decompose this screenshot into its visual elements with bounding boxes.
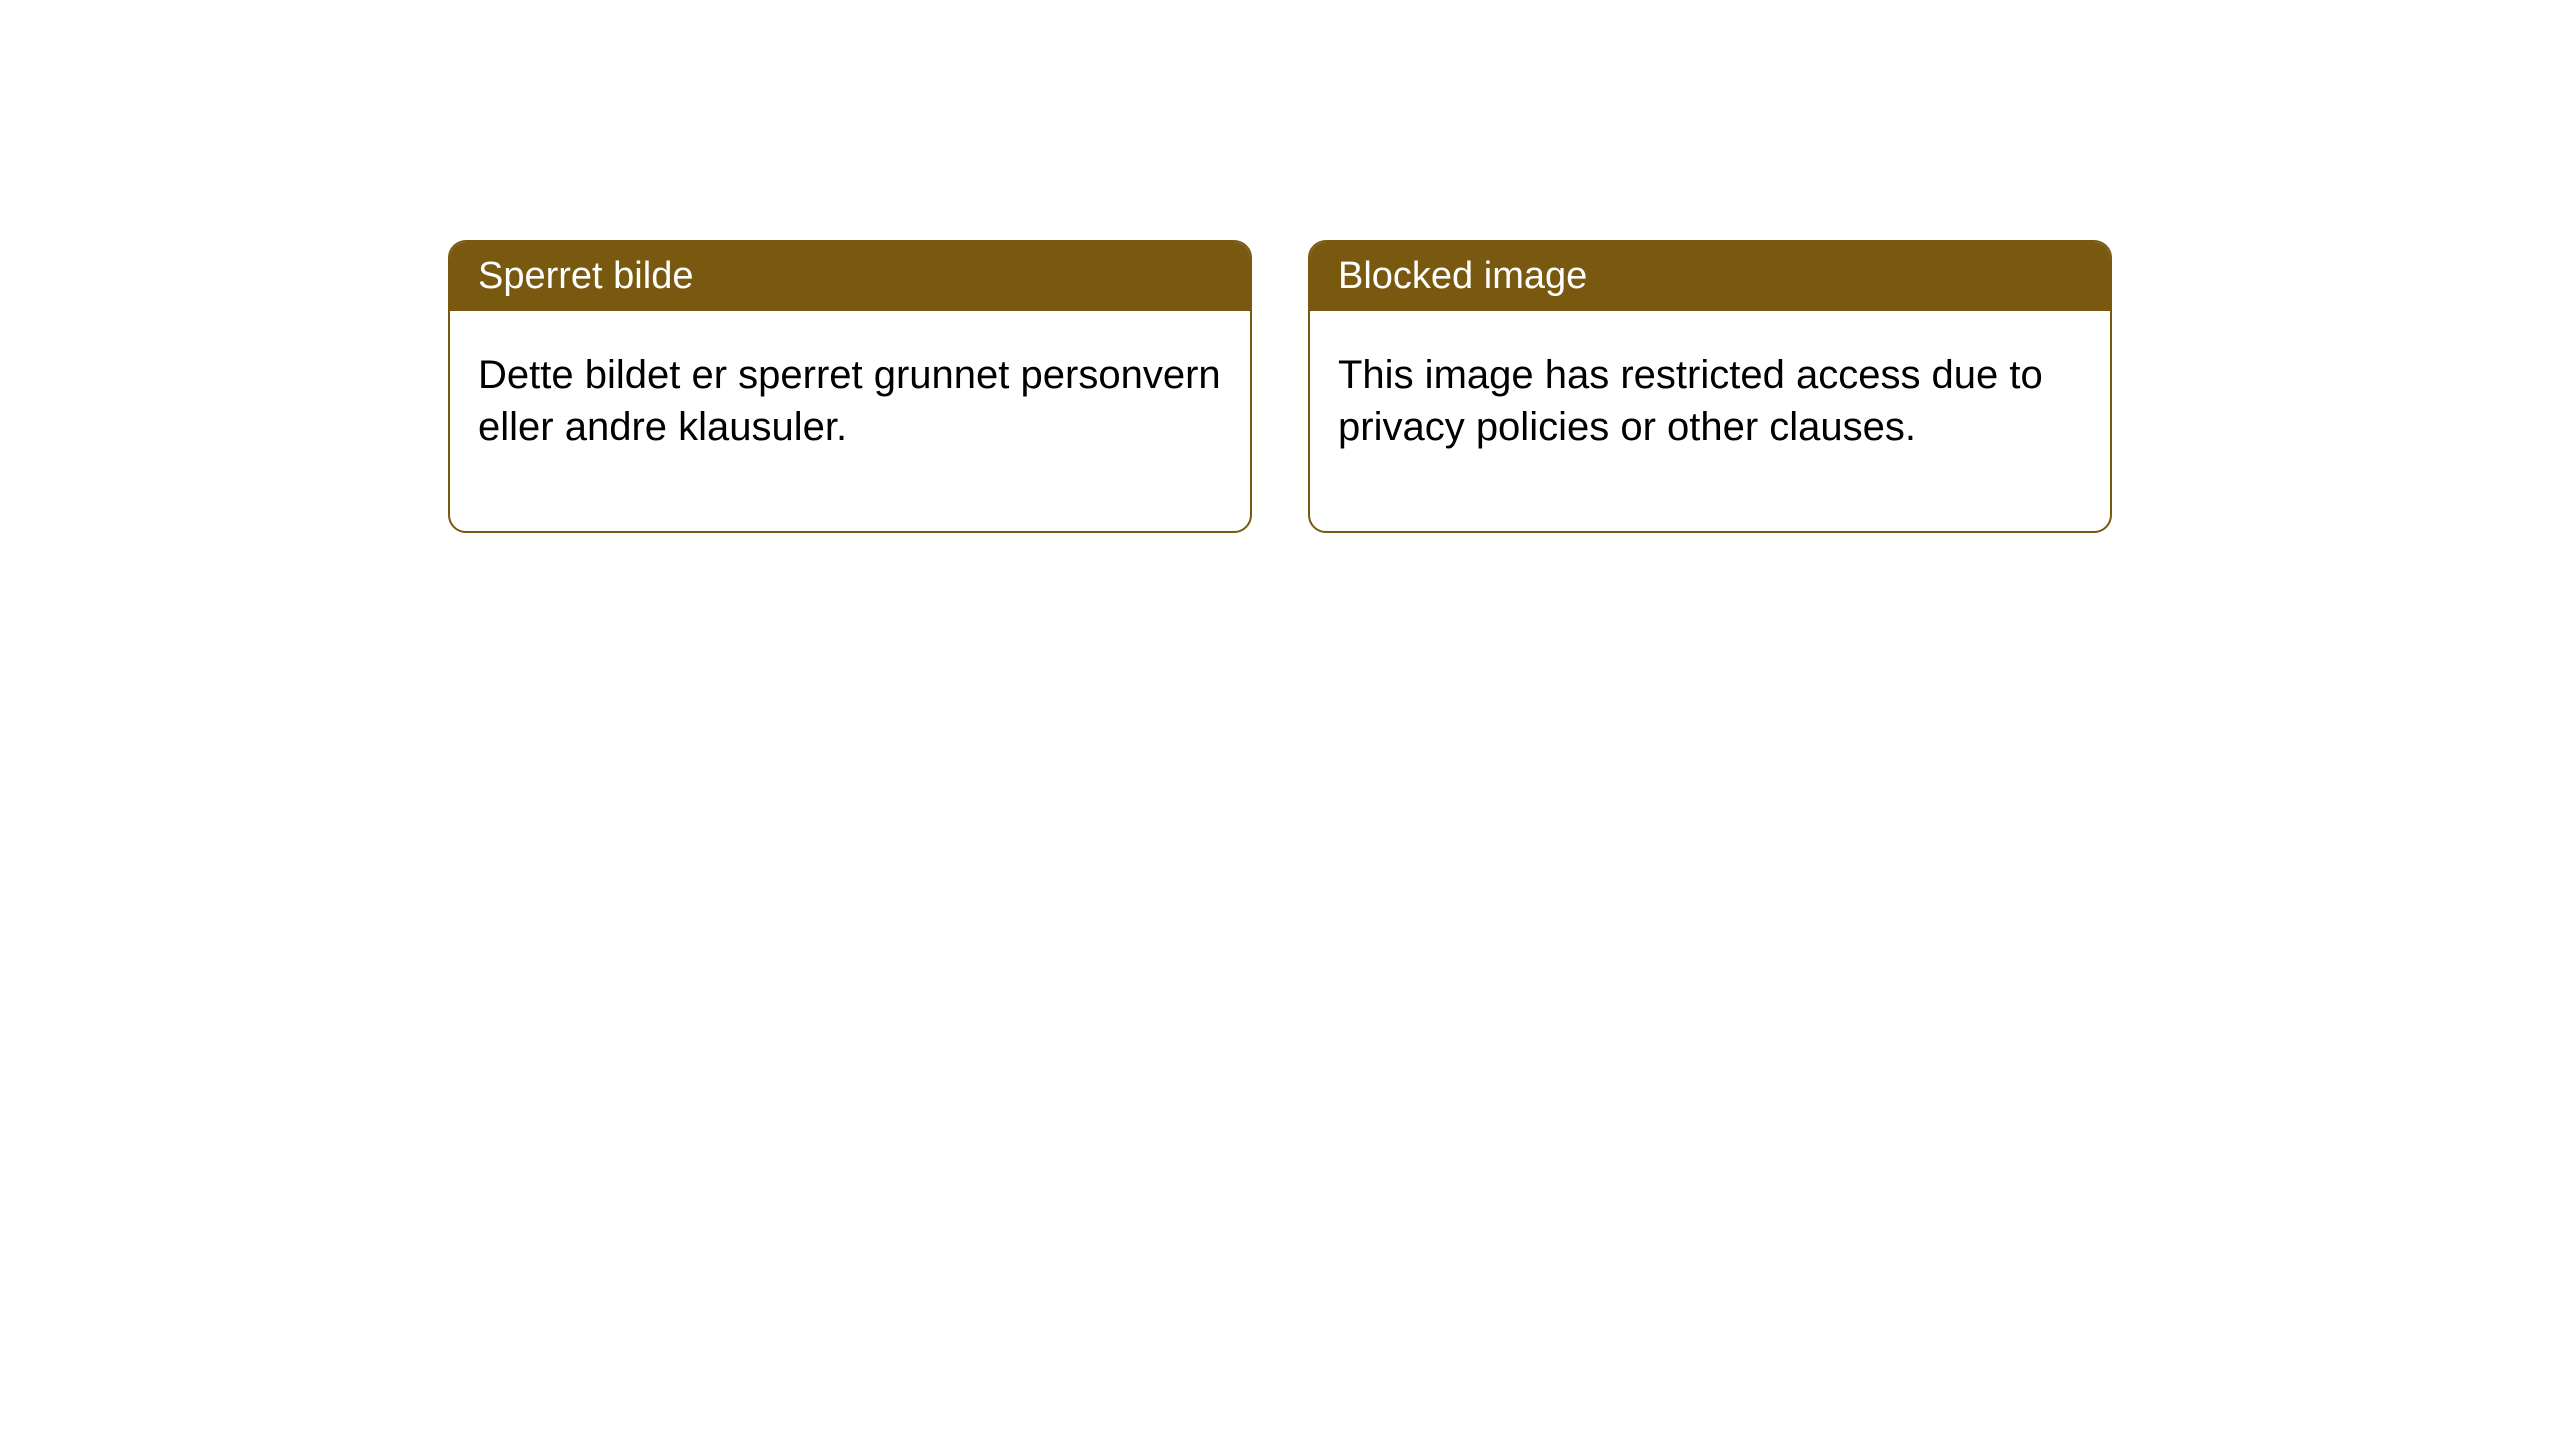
notice-header: Blocked image bbox=[1310, 242, 2110, 311]
notice-body: Dette bildet er sperret grunnet personve… bbox=[450, 311, 1250, 531]
notice-container: Sperret bilde Dette bildet er sperret gr… bbox=[0, 0, 2560, 533]
notice-card-norwegian: Sperret bilde Dette bildet er sperret gr… bbox=[448, 240, 1252, 533]
notice-body: This image has restricted access due to … bbox=[1310, 311, 2110, 531]
notice-card-english: Blocked image This image has restricted … bbox=[1308, 240, 2112, 533]
notice-header: Sperret bilde bbox=[450, 242, 1250, 311]
